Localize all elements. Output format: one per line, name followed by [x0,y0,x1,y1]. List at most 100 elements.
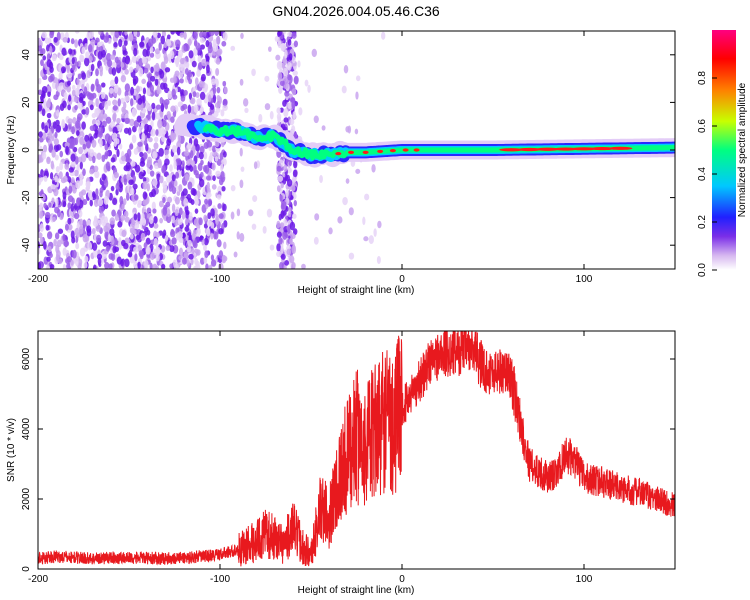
heatmap-cell [145,237,151,245]
heatmap-cell [149,170,155,177]
heatmap-cell [211,145,217,153]
y-tick-label: 20 [21,96,32,108]
heatmap-cell [293,228,298,236]
heatmap-cell [151,37,156,44]
heatmap-cell [59,161,64,171]
heatmap-cell [84,42,88,51]
heatmap-cell [118,31,122,36]
heatmap-cell [157,160,162,169]
heatmap-cell [50,160,55,170]
heatmap-cell [51,54,57,62]
heatmap-cell [133,148,139,155]
heatmap-cell [341,85,347,94]
heatmap-cell [38,177,42,186]
heatmap-cell [81,121,86,130]
heatmap-cell [61,118,65,127]
heatmap-cell [110,235,115,245]
heatmap-cell [82,199,88,206]
heatmap-cell [56,239,62,248]
heatmap-cell [93,248,98,258]
heatmap-cell [210,208,215,217]
colorbar-tick-label: 0.8 [697,71,708,85]
heatmap-cell [58,71,63,80]
heatmap-cell [68,48,73,55]
heatmap-cell [49,73,55,82]
colorbar-ticks: 0.0 0.2 0.4 0.6 0.8 [697,71,717,277]
heatmap-cell [178,247,184,257]
heatmap-cell [203,214,208,222]
heatmap-cell [133,194,139,201]
heatmap-cell [142,152,148,160]
heatmap-cell [182,188,188,196]
heatmap-cell [251,68,256,77]
heatmap-cell [95,68,99,77]
heatmap-cell [214,156,219,162]
colorbar: 0.0 0.2 0.4 0.6 0.8 Normalized spectral ampl… [697,30,748,277]
heatmap-cell [43,240,47,250]
heatmap-cell [43,202,47,209]
heatmap-cell [280,246,284,254]
heatmap-cell [138,250,144,258]
heatmap-cell [279,80,285,87]
heatmap-cell [177,158,182,166]
heatmap-cell [199,145,205,154]
heatmap-cell [236,231,240,240]
heatmap-cell [288,53,293,61]
heatmap-cell [209,228,215,235]
heatmap-cell [124,237,130,244]
heatmap-cell [287,31,293,38]
heatmap-cell [151,178,158,187]
x-tick-label: -200 [28,574,48,585]
heatmap-cell [141,217,147,226]
heatmap-cell [139,41,145,48]
heatmap-cell [41,108,46,117]
heatmap-cell [119,182,124,189]
heatmap-cell [86,219,91,227]
heatmap-cell [276,231,282,238]
heatmap-cell [174,208,179,217]
heatmap-cell [218,96,222,105]
heatmap-cell [258,113,263,123]
heatmap-cell [171,215,175,224]
heatmap-cell [215,215,219,226]
heatmap-cell [158,147,164,157]
heatmap-cell [355,91,359,100]
heatmap-cell [177,101,183,108]
heatmap-cell [90,83,95,91]
heatmap-cell [104,133,111,142]
heatmap-cell [68,94,72,102]
heatmap-cell [133,31,138,37]
heatmap-cell [79,161,83,170]
heatmap-cell [166,196,173,204]
heatmap-cell [171,88,176,98]
heatmap-cell [204,83,209,91]
heatmap-cell [92,242,98,251]
heatmap-cell [194,208,199,214]
colorbar-gradient [712,30,736,270]
heatmap-cell [223,241,227,250]
heatmap-cell [179,78,184,84]
heatmap-cell [123,242,129,250]
heatmap-cell [74,39,79,48]
heatmap-cell [70,161,76,168]
heatmap-cell [58,171,63,180]
heatmap-cell [140,232,146,241]
heatmap-cell [96,152,102,160]
heatmap-cell [180,95,186,102]
heatmap-cell [222,80,227,87]
heatmap-cell [208,155,213,163]
heatmap-cell [301,263,306,269]
heatmap-cell [343,65,349,74]
heatmap-cell [38,77,42,85]
heatmap-cell [157,119,163,129]
heatmap-cell [190,258,194,266]
heatmap-cell [190,199,195,206]
heatmap-cell [104,262,110,269]
heatmap-cell [304,79,309,87]
heatmap-cell [111,67,117,76]
heatmap-cell [121,155,126,162]
heatmap-cell [164,158,170,166]
heatmap-cell [337,216,343,224]
heatmap-cell [46,256,51,262]
heatmap-cell [132,183,138,190]
